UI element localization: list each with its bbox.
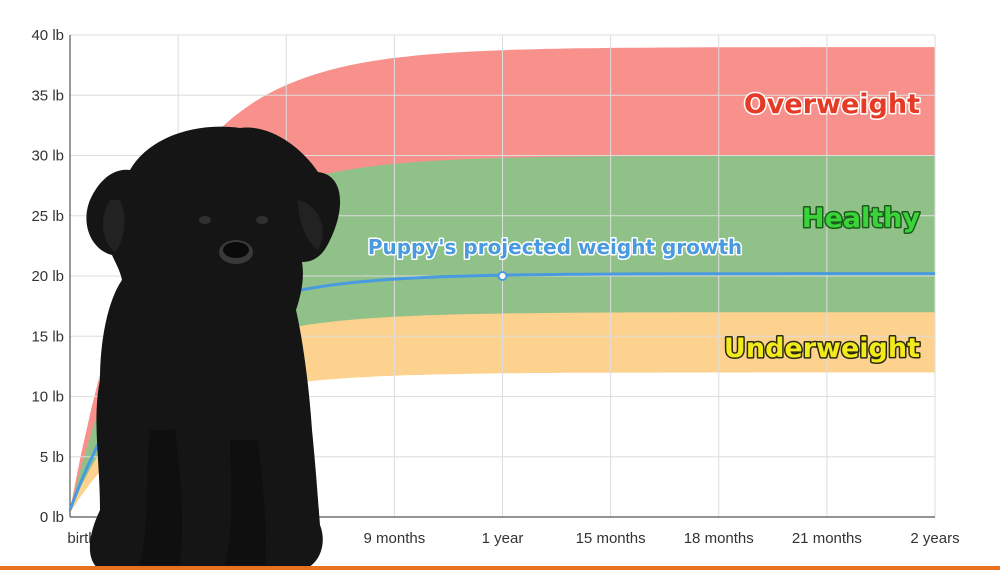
band-label-overweight: Overweight [744, 89, 920, 120]
y-tick-label: 30 lb [31, 148, 64, 165]
x-tick-label: 1 year [482, 530, 524, 547]
band-label-healthy: Healthy [802, 203, 921, 234]
y-tick-label: 5 lb [40, 449, 64, 466]
growth-series-point [497, 271, 508, 281]
y-tick-label: 10 lb [31, 389, 64, 406]
x-tick-label: 21 months [792, 530, 862, 547]
x-tick-label: 15 months [576, 530, 646, 547]
puppy-photo [86, 126, 341, 570]
growth-series-label: Puppy's projected weight growth [368, 235, 742, 259]
y-tick-label: 0 lb [40, 509, 64, 526]
y-tick-label: 40 lb [31, 27, 64, 44]
y-tick-label: 20 lb [31, 268, 64, 285]
y-tick-label: 35 lb [31, 87, 64, 104]
x-tick-label: birth [67, 530, 96, 547]
y-tick-label: 15 lb [31, 328, 64, 345]
y-tick-label: 25 lb [31, 208, 64, 225]
x-tick-label: 9 months [364, 530, 426, 547]
band-label-underweight: Underweight [724, 333, 920, 364]
x-tick-label: 2 years [910, 530, 959, 547]
x-tick-label: 18 months [684, 530, 754, 547]
bottom-accent-rule [0, 566, 1000, 570]
